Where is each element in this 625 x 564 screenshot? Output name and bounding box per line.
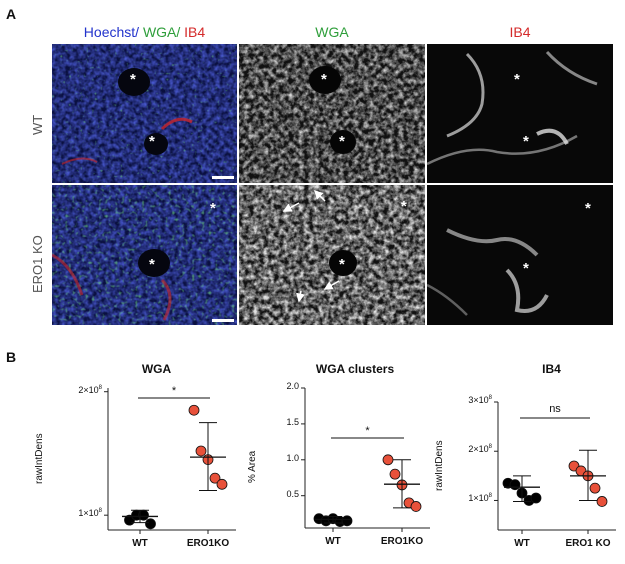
y-tick-label: 2×108 xyxy=(468,444,492,455)
dot-plot-2: IB4 rawIntDens 1×108 2×108 3×108 WT ERO1 KO ns xyxy=(420,360,625,560)
data-point xyxy=(188,404,200,416)
vessel-asterisk: * xyxy=(514,71,520,88)
ib4-merge-title: IB4 xyxy=(184,24,206,40)
y-tick-label: 1.5 xyxy=(286,416,299,427)
y-tick-label: 3×108 xyxy=(468,395,492,405)
vessel-asterisk: * xyxy=(585,200,591,217)
arrow-marker xyxy=(296,290,305,303)
data-point xyxy=(596,496,608,507)
x-category-label: ERO1KO xyxy=(186,538,230,549)
y-tick-label: 2.0 xyxy=(286,381,299,391)
wga-merge-title: WGA/ xyxy=(142,24,181,40)
hoechst-title: Hoechst/ xyxy=(83,24,140,40)
data-point xyxy=(530,492,542,504)
arrow-marker xyxy=(282,202,300,212)
vessel-asterisk: * xyxy=(210,200,216,217)
x-category-label: WT xyxy=(514,538,530,549)
plot-title: WGA xyxy=(141,362,172,376)
scale-bar xyxy=(212,319,234,322)
wga-column-title: WGA xyxy=(315,24,349,40)
merge-channel-title: Hoechst/ WGA/ IB4 xyxy=(52,24,237,40)
significance-label: ns xyxy=(549,403,561,415)
row-label-wt: WT xyxy=(30,114,45,135)
scale-bar xyxy=(212,176,234,179)
significance-label: * xyxy=(365,425,370,437)
plot-canvas xyxy=(494,401,616,534)
panel-b-label: B xyxy=(6,349,17,365)
dot-plot-0: WGA rawIntDens 1×108 2×108 WT ERO1KO * xyxy=(20,360,236,560)
x-category-label: WT xyxy=(325,536,341,547)
data-point xyxy=(589,482,601,494)
ib4-column-title: IB4 xyxy=(509,24,531,40)
plot-canvas xyxy=(301,387,430,532)
data-point xyxy=(382,454,394,466)
data-point xyxy=(209,472,221,484)
micrograph-wga-ero1-ko: * * xyxy=(239,185,425,325)
x-category-label: ERO1KO xyxy=(380,536,424,547)
data-point xyxy=(341,515,353,527)
significance-label: * xyxy=(171,385,177,397)
plot-title: WGA clusters xyxy=(315,362,395,376)
row-label-ero1-ko: ERO1 KO xyxy=(30,235,45,293)
arrow-marker xyxy=(313,189,326,202)
data-point xyxy=(195,445,207,457)
arrow-marker xyxy=(323,280,340,290)
micrograph-ib4-wt: * * xyxy=(427,44,613,183)
micrograph-merge-ero1-ko: * * xyxy=(52,185,237,325)
data-point xyxy=(216,478,228,490)
y-tick-label: 0.5 xyxy=(286,488,299,499)
y-tick-label: 1×108 xyxy=(468,493,492,504)
vessel-asterisk: * xyxy=(339,256,345,273)
data-point xyxy=(410,501,422,512)
vessel-asterisk: * xyxy=(339,133,345,150)
dot-plot-1: WGA clusters% Area 0.5 1.0 1.5 2.0 WT ERO1KO * xyxy=(225,360,430,560)
vessel-asterisk: * xyxy=(321,71,327,88)
plot-canvas xyxy=(104,388,236,534)
y-axis-label: rawIntDens xyxy=(34,433,45,484)
vessel-asterisk: * xyxy=(523,260,529,277)
data-point xyxy=(509,479,521,491)
micrograph-merge-wt: * * xyxy=(52,44,237,183)
micrograph-wga-wt: * * xyxy=(239,44,425,183)
data-point xyxy=(145,518,156,530)
x-category-label: ERO1 KO xyxy=(565,538,611,549)
vessel-asterisk: * xyxy=(401,198,407,215)
y-tick-label: 1.0 xyxy=(286,452,299,463)
micrograph-ib4-ero1-ko: * * xyxy=(427,185,613,325)
vessel-asterisk: * xyxy=(523,133,529,150)
x-category-label: WT xyxy=(132,538,148,549)
plot-title: IB4 xyxy=(542,362,561,376)
vessel-asterisk: * xyxy=(149,133,155,150)
vessel-asterisk: * xyxy=(130,71,136,88)
vessel-asterisk: * xyxy=(149,256,155,273)
panel-a-label: A xyxy=(6,6,17,22)
data-point xyxy=(389,468,401,480)
y-tick-label: 1×108 xyxy=(78,508,102,519)
y-tick-label: 2×108 xyxy=(78,384,102,395)
